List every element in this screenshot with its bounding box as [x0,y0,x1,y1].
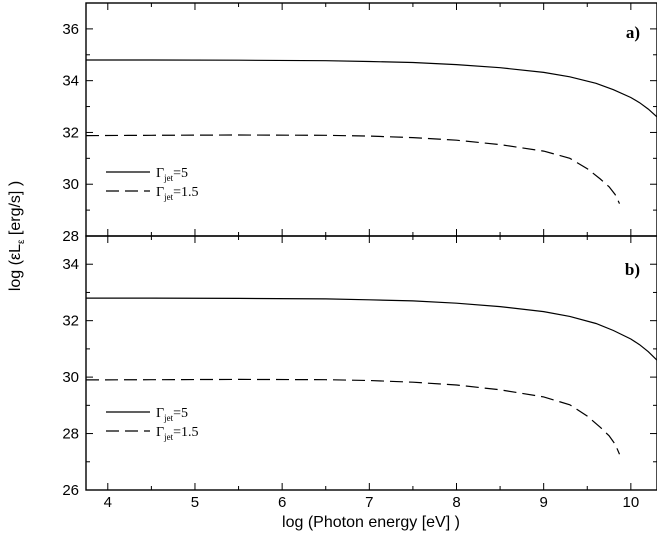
y-tick-label: 26 [62,482,79,499]
panel-tag: b) [625,260,640,279]
legend-label: Γjet=5 [156,406,188,423]
x-tick-label: 9 [539,494,547,511]
series-line-gamma-5 [86,297,657,361]
x-tick-label: 7 [365,494,373,511]
x-axis-ticks: 4 5 6 7 8 9 10 [104,494,640,511]
x-tick-label: 4 [104,494,112,511]
x-tick-label: 10 [623,494,640,511]
y-tick-label: 32 [62,124,79,141]
y-axis-title: log (εLε [erg/s] ) [7,181,27,291]
y-tick-label: 28 [62,426,79,443]
panel-b: 26 28 30 32 34 b) Γjet=5 Γjet=1.5 [62,235,657,499]
y-tick-label: 30 [62,369,79,386]
y-axis-title-sub: ε [16,239,27,244]
series-line-gamma-1-5 [85,378,621,455]
legend-label: Γjet=1.5 [156,425,199,442]
y-axis-title-pre: log (εL [7,244,24,291]
x-tick-label: 6 [278,494,286,511]
y-tick-label: 34 [62,256,79,273]
panel-tag: a) [626,23,640,42]
x-axis-title: log (Photon energy [eV] ) [282,514,460,531]
x-tick-label: 8 [452,494,460,511]
y-tick-label: 28 [62,228,79,245]
legend-label: Γjet=1.5 [156,185,199,202]
y-tick-label: 32 [62,313,79,330]
panel-a: 28 30 32 34 36 a) Γjet=5 Γjet=1.5 [62,2,657,245]
series-line-gamma-5 [86,59,657,118]
y-tick-label: 30 [62,176,79,193]
series-line-gamma-1-5 [85,134,621,204]
x-tick-label: 5 [191,494,199,511]
y-tick-label: 34 [62,73,79,90]
y-axis-title-post: [erg/s] ) [7,181,24,240]
plot-frame [85,235,657,491]
legend-label: Γjet=5 [156,166,188,183]
y-tick-label: 36 [62,21,79,38]
